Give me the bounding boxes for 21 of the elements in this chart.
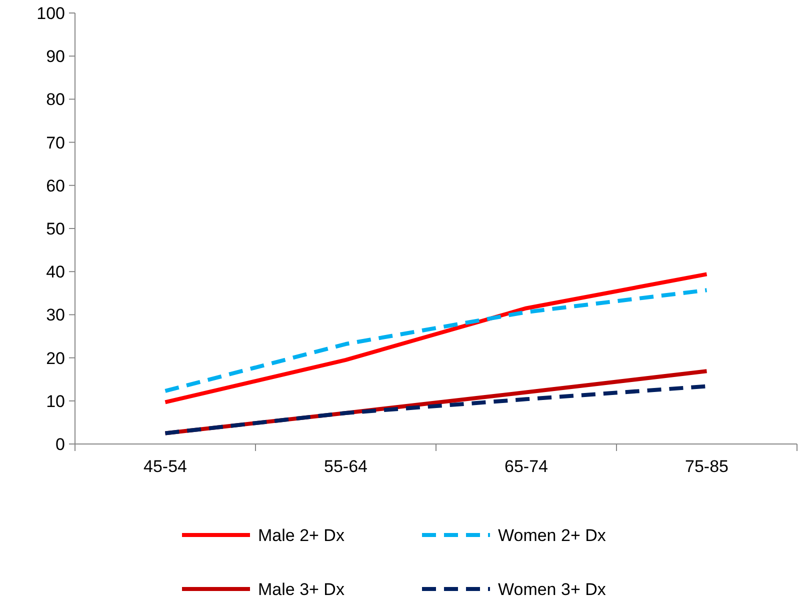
legend-label: Male 3+ Dx [258,580,345,599]
line-series [163,288,709,393]
line-series [163,272,709,404]
legend-label: Women 3+ Dx [498,580,606,599]
x-tick-label: 45-54 [144,457,187,476]
y-tick-label: 10 [46,392,65,411]
x-tick-label: 55-64 [324,457,368,476]
y-tick-label: 20 [46,348,65,368]
y-tick-label: 50 [46,219,65,238]
y-tick-label: 100 [36,4,65,23]
legend-label: Male 2+ Dx [258,526,345,545]
y-tick-label: 80 [46,90,65,110]
x-tick-label: 65-74 [504,457,548,476]
y-tick-label: 60 [46,176,65,196]
y-tick-label: 90 [46,47,65,66]
y-tick-label: 30 [46,306,65,325]
x-tick-label: 75-85 [685,457,728,476]
y-tick-label: 70 [46,133,65,152]
y-tick-label: 40 [46,262,65,282]
legend-label: Women 2+ Dx [498,526,606,545]
y-tick-label: 0 [56,434,65,454]
